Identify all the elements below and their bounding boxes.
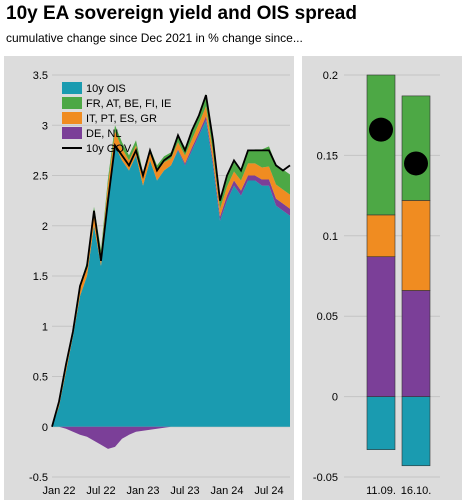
- page-subtitle: cumulative change since Dec 2021 in % ch…: [6, 31, 303, 45]
- line-series-gov: [51, 94, 291, 428]
- bar-it-pt-es-gr: [366, 214, 396, 258]
- left-y-tick-label: 0.5: [33, 372, 48, 384]
- bar-de-nl: [401, 290, 431, 397]
- page-title: 10y EA sovereign yield and OIS spread: [6, 3, 357, 24]
- left-x-tick-label: Jul 24: [254, 485, 283, 497]
- left-y-tick-label: 3.5: [33, 70, 48, 82]
- bar-fr-at-be-fi-ie: [401, 95, 431, 201]
- left-x-tick-label: Jan 23: [126, 485, 159, 497]
- left-y-tick-label: 0: [42, 422, 48, 434]
- legend-swatch: [62, 127, 82, 139]
- legend-swatch: [62, 82, 82, 94]
- marker-gov-yield: [369, 117, 393, 142]
- left-x-tick-label: Jan 22: [42, 485, 75, 497]
- right-y-tick-label: 0: [332, 392, 338, 404]
- legend-entry: DE, NL: [86, 128, 121, 140]
- left-y-tick-label: 2.5: [33, 171, 48, 183]
- area-series-it-pt-es-gr: [52, 106, 290, 427]
- bar-fr-at-be-fi-ie: [366, 74, 396, 216]
- left-x-tick-label: Jul 22: [86, 485, 115, 497]
- right-y-tick-label: 0.05: [317, 311, 338, 323]
- marker-gov-yield: [404, 151, 428, 176]
- legend-swatch: [62, 112, 82, 124]
- right-chart-layer: 0.2 0.15 0.1 0.05 0 -0.05 11.09. 16.10.: [313, 70, 440, 497]
- left-y-tick-label: 3: [42, 120, 48, 132]
- right-y-tick-label: 0.1: [323, 231, 338, 243]
- right-y-tick-label: 0.2: [323, 70, 338, 82]
- right-y-tick-label: 0.15: [317, 150, 338, 162]
- bar-ois: [366, 396, 396, 450]
- area-series-fr-at-be-fi-ie: [52, 94, 290, 427]
- legend-entry: FR, AT, BE, FI, IE: [86, 98, 171, 110]
- bar-it-pt-es-gr: [401, 200, 431, 291]
- left-x-tick-label: Jan 24: [210, 485, 243, 497]
- area-series-ois: [52, 120, 290, 427]
- area-series-de-nl-negative: [52, 426, 290, 449]
- bar-de-nl: [366, 256, 396, 397]
- left-y-tick-label: -0.5: [29, 472, 48, 484]
- left-y-tick-label: 2: [42, 221, 48, 233]
- bar-ois: [401, 396, 431, 467]
- right-y-tick-label: -0.05: [313, 472, 338, 484]
- left-y-tick-label: 1: [42, 321, 48, 333]
- legend-entry: 10y OIS: [86, 83, 126, 95]
- left-x-tick-label: Jul 23: [170, 485, 199, 497]
- legend-entry: IT, PT, ES, GR: [86, 113, 157, 125]
- left-y-tick-label: 1.5: [33, 271, 48, 283]
- legend-swatch: [62, 97, 82, 109]
- legend-entry: 10y GOV: [86, 143, 132, 155]
- right-x-tick-label: 16.10.: [401, 485, 432, 497]
- right-x-tick-label: 11.09.: [366, 485, 396, 497]
